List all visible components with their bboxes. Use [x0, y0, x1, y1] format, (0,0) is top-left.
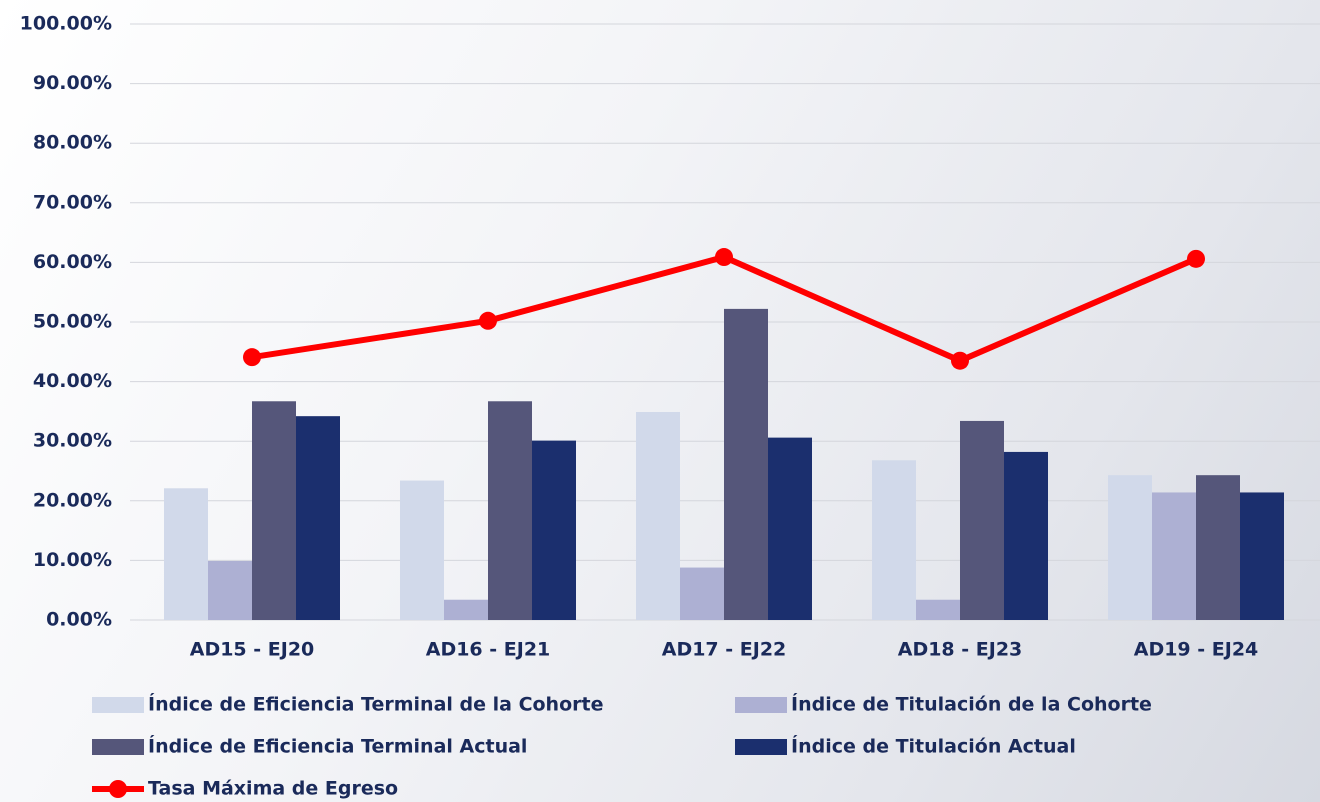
- y-tick-label: 100.00%: [20, 13, 112, 35]
- legend-swatch: [735, 739, 787, 755]
- bar: [296, 416, 340, 620]
- bar: [164, 488, 208, 620]
- bar: [916, 599, 960, 620]
- legend-swatch: [92, 697, 144, 713]
- x-tick-label: AD16 - EJ21: [426, 639, 551, 661]
- y-tick-label: 50.00%: [33, 311, 112, 333]
- legend-swatch: [92, 739, 144, 755]
- legend-label: Índice de Titulación Actual: [791, 735, 1076, 758]
- legend-swatch: [735, 697, 787, 713]
- line-marker: [243, 348, 261, 367]
- legend-label: Índice de Titulación de la Cohorte: [791, 693, 1152, 716]
- line-marker: [951, 351, 969, 370]
- y-tick-label: 90.00%: [33, 72, 112, 94]
- y-tick-label: 70.00%: [33, 191, 112, 213]
- bar: [252, 401, 296, 620]
- legend-label: Tasa Máxima de Egreso: [148, 778, 398, 800]
- x-tick-label: AD15 - EJ20: [190, 639, 315, 661]
- bar: [1004, 451, 1048, 620]
- bar: [680, 567, 724, 620]
- bar: [532, 440, 576, 620]
- legend-label: Índice de Eficiencia Terminal Actual: [148, 735, 527, 758]
- legend-label: Índice de Eficiencia Terminal de la Coho…: [148, 693, 603, 716]
- y-tick-label: 0.00%: [46, 609, 112, 631]
- bar: [488, 401, 532, 620]
- y-tick-label: 80.00%: [33, 132, 112, 154]
- bar: [1196, 475, 1240, 620]
- line-marker: [715, 248, 733, 267]
- x-tick-label: AD19 - EJ24: [1134, 639, 1259, 661]
- y-tick-label: 30.00%: [33, 430, 112, 452]
- bar: [208, 560, 252, 620]
- y-tick-label: 10.00%: [33, 549, 112, 571]
- bar: [444, 599, 488, 620]
- bar: [960, 420, 1004, 620]
- x-tick-label: AD17 - EJ22: [662, 639, 787, 661]
- y-tick-label: 60.00%: [33, 251, 112, 273]
- line-marker: [1187, 249, 1205, 268]
- x-tick-label: AD18 - EJ23: [898, 639, 1023, 661]
- legend-marker: [109, 780, 127, 798]
- line-marker: [479, 311, 497, 330]
- bar: [1240, 492, 1284, 620]
- y-tick-label: 20.00%: [33, 489, 112, 511]
- bar: [768, 437, 812, 620]
- bar: [1152, 492, 1196, 620]
- y-tick-label: 40.00%: [33, 370, 112, 392]
- bar: [1108, 475, 1152, 620]
- bar: [872, 460, 916, 620]
- bar: [400, 480, 444, 620]
- bar: [636, 411, 680, 620]
- bar: [724, 308, 768, 620]
